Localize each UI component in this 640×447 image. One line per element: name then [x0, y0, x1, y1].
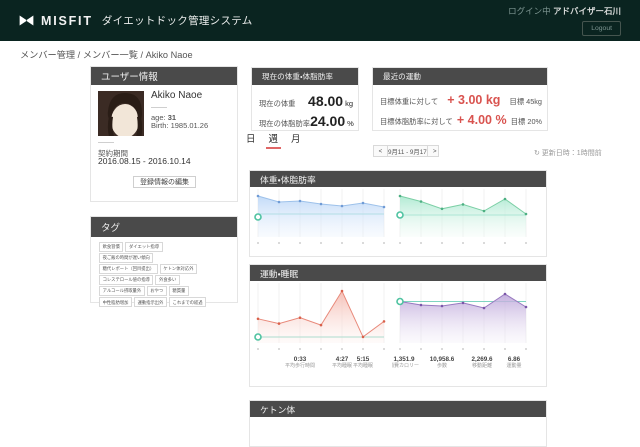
svg-text:10,958.6: 10,958.6: [430, 356, 455, 363]
svg-text:2,269.6: 2,269.6: [472, 356, 494, 363]
svg-text:0:33: 0:33: [294, 356, 307, 363]
svg-text:歩数: 歩数: [437, 362, 447, 369]
svg-text:平均睡眠: 平均睡眠: [353, 362, 373, 369]
svg-text:消費カロリー: 消費カロリー: [392, 362, 419, 369]
svg-text:6.86: 6.86: [508, 356, 521, 363]
svg-text:運動量: 運動量: [507, 362, 522, 369]
svg-text:平均歩行時間: 平均歩行時間: [285, 362, 315, 369]
svg-text:移動距離: 移動距離: [472, 362, 492, 369]
svg-text:1,351.9: 1,351.9: [394, 356, 416, 363]
svg-text:5:15: 5:15: [357, 356, 370, 363]
svg-text:平均睡眠: 平均睡眠: [332, 362, 352, 369]
svg-text:4:27: 4:27: [336, 356, 349, 363]
